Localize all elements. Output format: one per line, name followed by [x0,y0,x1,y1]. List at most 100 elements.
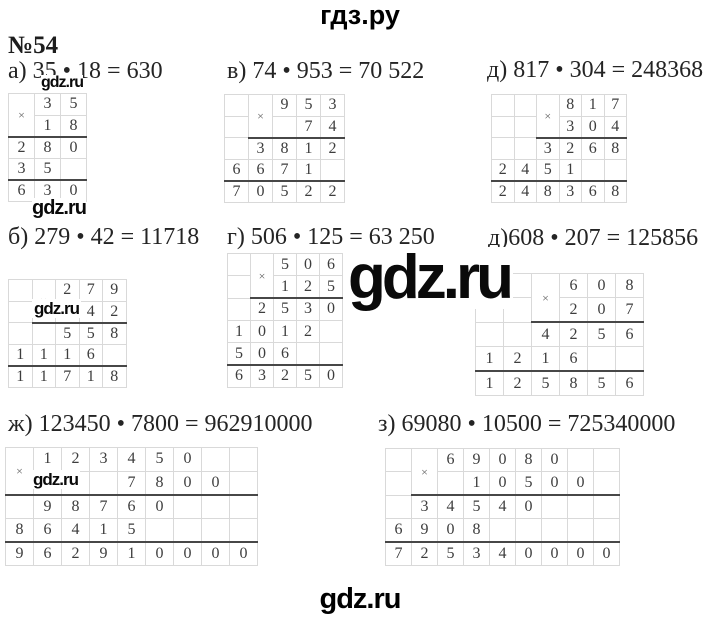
grid-digit: 4 [117,447,146,472]
grid-digit: 5 [273,297,297,321]
equation-d1: д) 817 • 304 = 248368 [487,57,704,83]
grid-digit: 0 [593,541,620,566]
grid-row: × 6 9 0 8 0 [385,447,620,497]
grid-digit: 2 [55,279,80,302]
grid-empty-cell [541,494,568,520]
grid-digit: 4 [513,180,537,203]
grid-digit: 1 [296,137,321,160]
grid-digit: 0 [60,136,87,159]
grid-digit: 5 [227,342,251,366]
grid-empty-cell [229,494,258,519]
grid-digit: 6 [117,494,146,519]
grid-empty-cell [173,494,202,519]
grid-empty-cell [593,518,620,544]
grid-digit: 0 [581,115,605,139]
grid-digit: 8 [615,272,644,299]
grid-digit: 0 [201,541,230,566]
grid-digit: 0 [145,494,174,519]
grid-digit: 3 [248,137,273,160]
grid-digit: 7 [296,115,321,139]
grid-digit: 7 [272,158,297,182]
gdz-watermark-below-a: gdz.ru [32,197,87,219]
grid-digit: 2 [491,180,515,203]
grid-empty-cell [319,319,343,344]
grid-digit: 8 [559,370,588,396]
grid-d1: × 8 1 7 3 0 4 3 2 6 8 2 4 5 1 2 4 8 3 6 8 [491,93,627,203]
grid-digit: 2 [296,180,321,203]
grid-empty-cell [60,157,87,181]
grid-digit: 1 [531,346,560,373]
grid-empty-cell [475,321,504,348]
grid-digit: 1 [475,346,504,373]
grid-digit: 6 [224,158,249,182]
grid-a: × 3 5 1 8 2 8 0 3 5 6 3 0 [8,93,87,202]
grid-digit: 7 [117,470,146,496]
grid-digit: 8 [272,137,297,160]
grid-digit: 3 [558,180,582,203]
equation-a: а) 35 • 18 = 630 [8,58,163,84]
task-number: №54 [8,32,59,59]
grid-digit: 5 [145,447,174,472]
grid-digit: 1 [475,370,504,396]
equation-g: г) 506 • 125 = 63 250 [227,224,435,250]
grid-digit: 8 [102,322,127,345]
grid-digit: 4 [320,115,345,139]
grid-digit: 7 [89,494,118,519]
grid-digit: 2 [296,319,320,344]
grid-digit: 5 [531,370,560,396]
grid-digit: 2 [491,158,515,182]
grid-digit: 2 [296,275,320,300]
grid-digit: 9 [272,94,297,117]
grid-digit: 7 [603,94,627,117]
grid-empty-cell [385,471,412,496]
grid-digit: 8 [60,114,87,138]
grid-digit: 1 [33,447,62,472]
gdz-logo-bottom: gdz.ru [319,583,402,615]
multiply-icon: × [8,93,35,138]
grid-empty-cell [541,518,568,544]
grid-digit: 0 [489,471,516,497]
grid-digit: 8 [536,180,560,203]
grid-empty-cell [489,518,516,544]
grid-empty-cell [513,115,537,139]
multiply-icon: × [248,93,273,139]
grid-digit: 0 [296,252,320,277]
grid-digit: 2 [8,136,35,159]
grid-digit: 4 [61,517,90,543]
grid-digit: 8 [61,494,90,519]
grid-digit: 6 [559,272,588,299]
grid-digit: 9 [5,541,34,566]
grid-empty-cell [173,517,202,543]
equation-v: в) 74 • 953 = 70 522 [227,58,425,84]
grid-digit: 4 [489,494,516,520]
grid-digit: 9 [102,279,127,302]
grid-digit: 2 [61,541,90,566]
grid-empty-cell [89,470,118,496]
multiply-icon: × [531,273,560,324]
grid-empty-cell [229,470,258,496]
grid-empty-cell [581,158,605,182]
grid-empty-cell [227,252,251,277]
grid-d2: × 6 0 8 2 0 7 4 2 5 6 1 2 1 6 1 2 5 8 5 6 [475,272,644,396]
grid-empty-cell [227,275,251,299]
grid-digit: 2 [558,137,582,160]
grid-digit: 4 [489,541,516,566]
grid-digit: 6 [227,364,251,388]
grid-empty-cell [8,322,33,345]
